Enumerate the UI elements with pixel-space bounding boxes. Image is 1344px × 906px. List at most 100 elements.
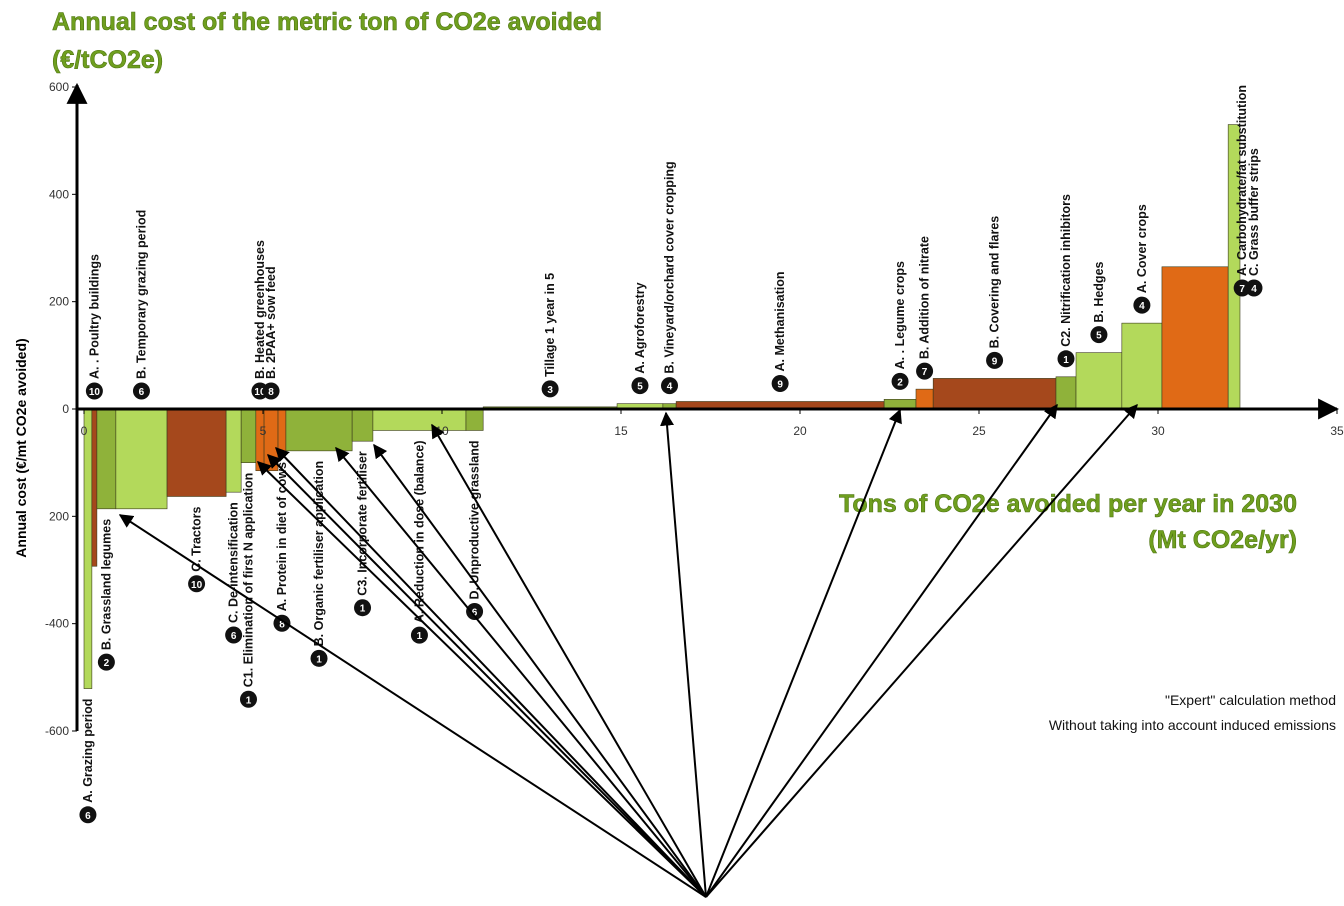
- bar-label: B. 2PAA+ sow feed: [264, 266, 278, 379]
- y-tick-label: 200: [49, 509, 69, 523]
- bar: [915, 388, 934, 410]
- chart-subtitle: (€/tCO2e): [52, 46, 163, 74]
- badge: [916, 362, 934, 380]
- arrow: [431, 423, 707, 898]
- bar-label: B. Grassland legumes: [99, 519, 113, 650]
- bar: [166, 408, 227, 497]
- bar: [465, 408, 484, 431]
- badge-number: 6: [472, 608, 478, 619]
- badge-number: 4: [1251, 284, 1257, 295]
- badge-number: 10: [89, 387, 101, 398]
- bar-label: A. Reduction in dose (balance): [412, 440, 426, 623]
- badge: [1057, 350, 1075, 368]
- x-tick-label: 20: [793, 424, 807, 438]
- bar: [285, 408, 353, 452]
- badge-number: 10: [191, 580, 203, 591]
- badge-number: 7: [922, 367, 928, 378]
- chart-title: Annual cost of the metric ton of CO2e av…: [52, 8, 602, 36]
- badge-number: 2: [104, 658, 110, 669]
- bar-label: A. Cover crops: [1135, 204, 1149, 293]
- arrow: [335, 446, 707, 898]
- badge: [1133, 296, 1151, 314]
- bar-label: C1. Elimination of first N application: [242, 473, 256, 688]
- x-tick-label: 0: [81, 424, 88, 438]
- bar-label: B. Vineyard/orchard cover cropping: [663, 161, 677, 373]
- bar: [96, 408, 117, 510]
- x-axis-unit: (Mt CO2e/yr): [1148, 526, 1297, 554]
- labels: A. Grazing period 6 A. . Poultry buildings…: [79, 85, 1263, 824]
- badge: [1233, 279, 1251, 297]
- bar: [372, 408, 467, 431]
- bar-label: A. Grazing period: [81, 699, 95, 803]
- badge-number: 1: [1063, 355, 1069, 366]
- badge: [188, 575, 206, 593]
- y-tick-label: 0: [62, 402, 69, 416]
- badge: [79, 806, 97, 824]
- arrow: [118, 514, 707, 898]
- badge-number: 10: [254, 387, 266, 398]
- badge: [85, 382, 103, 400]
- bar: [351, 408, 374, 442]
- bar-label: C. De-intensification: [227, 502, 241, 623]
- bar-label: A. . Poultry buildings: [87, 254, 101, 379]
- badge-number: 3: [547, 385, 553, 396]
- x-tick-label: 25: [972, 424, 986, 438]
- badge-number: 9: [777, 379, 783, 390]
- badge: [466, 603, 484, 621]
- bar-label: Tillage 1 year in 5: [543, 273, 557, 377]
- badge-number: 9: [992, 356, 998, 367]
- y-tick-label: -600: [45, 724, 69, 738]
- y-tick-label: 400: [49, 187, 69, 201]
- y-tick-label: -400: [45, 617, 69, 631]
- bar-label: B. Heated greenhouses: [253, 240, 267, 379]
- bar: [263, 408, 279, 472]
- bar: [1121, 322, 1163, 410]
- badge: [1245, 279, 1263, 297]
- bar: [240, 408, 257, 463]
- x-tick-label: 35: [1330, 424, 1344, 438]
- badge-number: 6: [85, 811, 91, 822]
- y-axis-title: Annual cost (€/mt CO2e avoided): [13, 338, 29, 557]
- badge-number: 1: [316, 654, 322, 665]
- badge-number: 8: [279, 619, 285, 630]
- badge-number: 6: [139, 387, 145, 398]
- badge-number: 4: [667, 382, 673, 393]
- bar: [255, 408, 265, 472]
- bars: [83, 124, 1241, 689]
- arrows: [118, 403, 1138, 898]
- badge: [986, 351, 1004, 369]
- badge: [661, 377, 679, 395]
- badge: [240, 690, 258, 708]
- bar-label: A. Protein in diet of cows: [275, 462, 289, 611]
- badge-number: 4: [1139, 301, 1145, 312]
- badge: [262, 382, 280, 400]
- bar-label: B. Addition of nitrate: [918, 236, 932, 359]
- arrow: [275, 446, 707, 898]
- y-tick-label: 600: [49, 80, 69, 94]
- badge: [310, 649, 328, 667]
- bar-label: C. Tractors: [190, 506, 204, 571]
- bar: [115, 408, 168, 510]
- badge: [891, 372, 909, 390]
- badge: [631, 377, 649, 395]
- bar: [932, 378, 1057, 410]
- x-tick-label: 5: [260, 424, 267, 438]
- badge: [1090, 326, 1108, 344]
- badge-number: 8: [268, 387, 274, 398]
- bar: [83, 408, 93, 689]
- badge-number: 5: [637, 382, 643, 393]
- bar-label: C. Grass buffer strips: [1247, 148, 1261, 276]
- arrow: [705, 408, 902, 898]
- bar: [277, 408, 287, 453]
- bar-label: B. Hedges: [1092, 261, 1106, 322]
- badge-number: 1: [360, 604, 366, 615]
- badge: [273, 614, 291, 632]
- badge: [354, 599, 372, 617]
- arrow: [256, 461, 707, 898]
- bar-label: A. Agroforestry: [633, 282, 647, 373]
- badge: [225, 626, 243, 644]
- bar: [1075, 352, 1123, 410]
- bar: [91, 408, 98, 567]
- badge: [97, 653, 115, 671]
